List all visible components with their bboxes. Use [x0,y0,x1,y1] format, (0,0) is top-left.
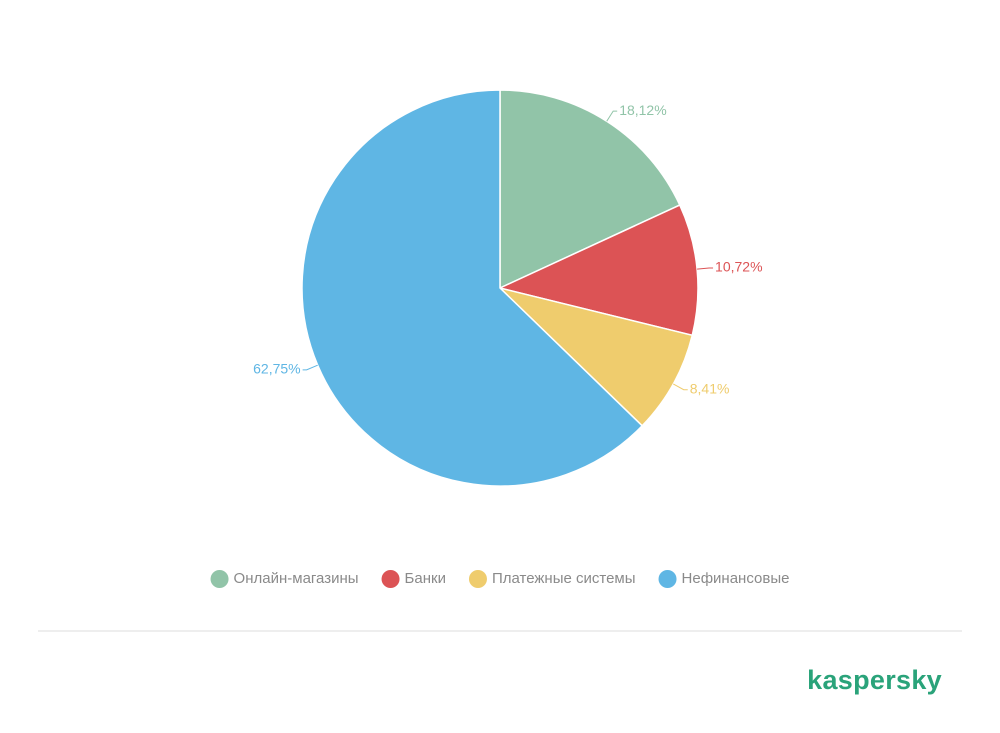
legend-marker [210,570,229,588]
brand-logo: kaspersky [807,665,942,695]
value-label: 8,41% [690,380,730,396]
pie-slice [499,89,681,290]
leader-line [606,110,618,122]
value-label: 18,12% [619,102,666,118]
leader-line [302,364,318,371]
legend-label: Нефинансовые [682,570,790,587]
value-label: 10,72% [715,259,762,275]
legend-label: Банки [405,570,446,587]
pie-slice [497,286,694,427]
legend-marker [468,570,487,588]
legend-label: Онлайн-магазины [234,570,359,587]
leader-line [697,267,714,270]
leader-line [672,383,688,391]
legend-label: Платежные системы [492,570,636,587]
pie-slice [301,89,644,487]
legend-marker [381,570,400,588]
value-label: 62,75% [253,361,300,377]
legend-marker [658,570,677,588]
pie-slice [497,204,699,337]
